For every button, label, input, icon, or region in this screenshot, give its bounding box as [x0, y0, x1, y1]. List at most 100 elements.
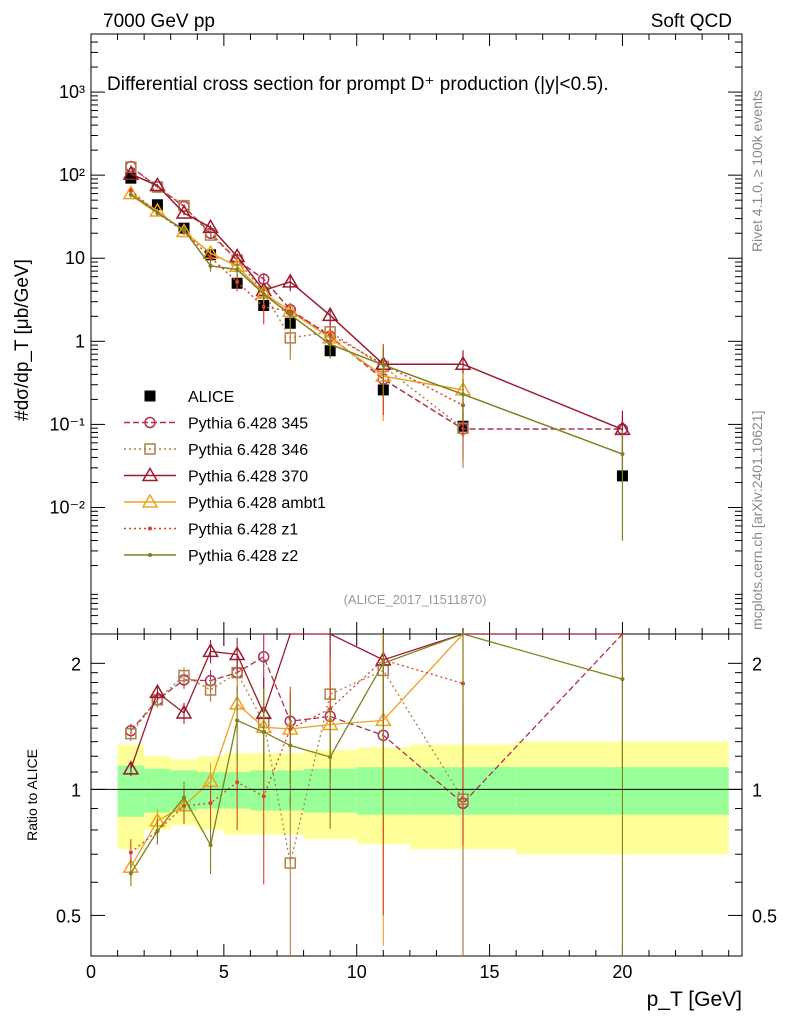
ratio-marker: [202, 642, 219, 658]
legend-label: Pythia 6.428 z2: [188, 548, 298, 565]
ratio-marker: [284, 857, 297, 869]
data-point: [178, 199, 190, 212]
ratio-marker: [261, 794, 266, 799]
data-point: [620, 452, 625, 457]
legend-label: Pythia 6.428 z1: [188, 522, 298, 539]
data-point: [461, 392, 465, 397]
data-point: [204, 229, 217, 241]
data-point: [122, 165, 140, 180]
x-axis-label: p_T [GeV]: [647, 988, 742, 1011]
data-point: [202, 218, 219, 234]
data-point: [175, 204, 193, 219]
ratio-marker: [128, 871, 133, 876]
header-left: 7000 GeV pp: [103, 11, 215, 32]
y-axis-label-main: #dσ/dp_T [μb/GeV]: [12, 259, 33, 421]
ratio-marker: [328, 755, 333, 760]
y-tick-label: 1: [75, 331, 85, 351]
legend: ALICE Pythia 6.428 345 Pythia 6.428 346 Pyt…: [124, 389, 326, 565]
ratio-tick-label-right: 1: [752, 780, 762, 800]
ratio-marker: [128, 850, 133, 855]
x-tick-label: 15: [480, 962, 500, 982]
data-point: [381, 362, 386, 367]
legend-label: Pythia 6.428 ambt1: [188, 495, 326, 512]
ratio-marker: [125, 727, 137, 740]
data-point: [182, 227, 186, 232]
data-point: [284, 332, 297, 344]
legend-marker: [144, 443, 156, 455]
y-tick-label: 10²: [59, 165, 85, 185]
data-point: [288, 312, 293, 317]
data-series: [122, 160, 631, 541]
legend-label: Pythia 6.428 346: [188, 442, 308, 459]
ratio-series-6: [128, 633, 625, 956]
series-0: [125, 172, 628, 482]
ratio-marker: [620, 677, 625, 682]
ratio-marker: [122, 760, 140, 775]
ratio-tick-label: 0.5: [56, 906, 81, 926]
legend-marker: [141, 467, 159, 482]
y-tick-label: 10³: [59, 82, 85, 102]
ratio-line: [130, 669, 464, 864]
legend-label: Pythia 6.428 370: [188, 469, 308, 486]
data-point: [175, 222, 193, 238]
ratio-marker: [178, 669, 190, 682]
legend-marker: [148, 526, 152, 531]
data-point: [281, 273, 299, 288]
y-tick-label: 10: [65, 248, 85, 268]
ratio-marker: [208, 843, 213, 848]
data-point: [321, 306, 339, 322]
ratio-tick-label: 2: [71, 654, 81, 674]
ratio-tick-label: 1: [71, 780, 81, 800]
data-point: [235, 279, 240, 284]
ratio-marker: [155, 828, 160, 833]
analysis-id: (ALICE_2017_I1511870): [344, 592, 487, 607]
ratio-marker: [257, 650, 270, 663]
series-line: [130, 166, 464, 429]
ratio-marker: [208, 801, 213, 806]
ratio-marker: [235, 718, 240, 723]
ratio-uncertainty-bands: [117, 741, 729, 855]
series-4: [122, 185, 472, 421]
legend-marker: [144, 390, 156, 402]
x-tick-label: 0: [86, 962, 96, 982]
data-point: [125, 172, 137, 184]
y-tick-label: 10⁻²: [49, 497, 85, 517]
data-point: [125, 161, 137, 173]
data-point: [128, 188, 133, 193]
legend-marker: [141, 493, 159, 508]
y-tick-label: 10⁻¹: [49, 414, 85, 434]
data-point: [261, 304, 266, 309]
data-point: [122, 185, 140, 200]
ratio-marker: [288, 743, 293, 748]
ratio-marker: [175, 704, 193, 719]
data-point: [454, 355, 472, 370]
data-point: [155, 211, 160, 216]
y-axis-label-ratio: Ratio to ALICE: [24, 749, 40, 841]
header-right: Soft QCD: [651, 11, 732, 32]
ratio-marker: [228, 645, 246, 661]
legend-marker: [144, 416, 156, 429]
ratio-marker: [261, 730, 266, 735]
x-tick-label: 10: [347, 962, 367, 982]
chart-title: Differential cross section for prompt D⁺…: [107, 74, 609, 95]
ratio-tick-label-right: 0.5: [752, 906, 777, 926]
data-point: [128, 192, 133, 197]
ratio-panel-frame: [90, 633, 743, 957]
ratio-marker: [204, 684, 217, 696]
ratio-marker: [149, 683, 166, 699]
legend-label: Pythia 6.428 345: [188, 416, 308, 433]
x-tick-label: 20: [612, 962, 632, 982]
series-6: [128, 192, 625, 541]
ratio-tick-label-right: 2: [752, 654, 762, 674]
ratio-marker: [182, 795, 186, 800]
rivet-label: Rivet 4.1.0, ≥ 100k events: [749, 90, 765, 252]
data-point: [261, 292, 266, 297]
mcplots-label: mcplots.cern.ch [arXiv:2401.10621]: [749, 411, 765, 630]
data-point: [208, 263, 213, 268]
ratio-marker: [381, 661, 386, 666]
main-panel-frame: [90, 33, 743, 635]
legend-marker: [148, 553, 152, 557]
ratio-band-inner: [144, 768, 171, 813]
ratio-line: [130, 633, 623, 805]
